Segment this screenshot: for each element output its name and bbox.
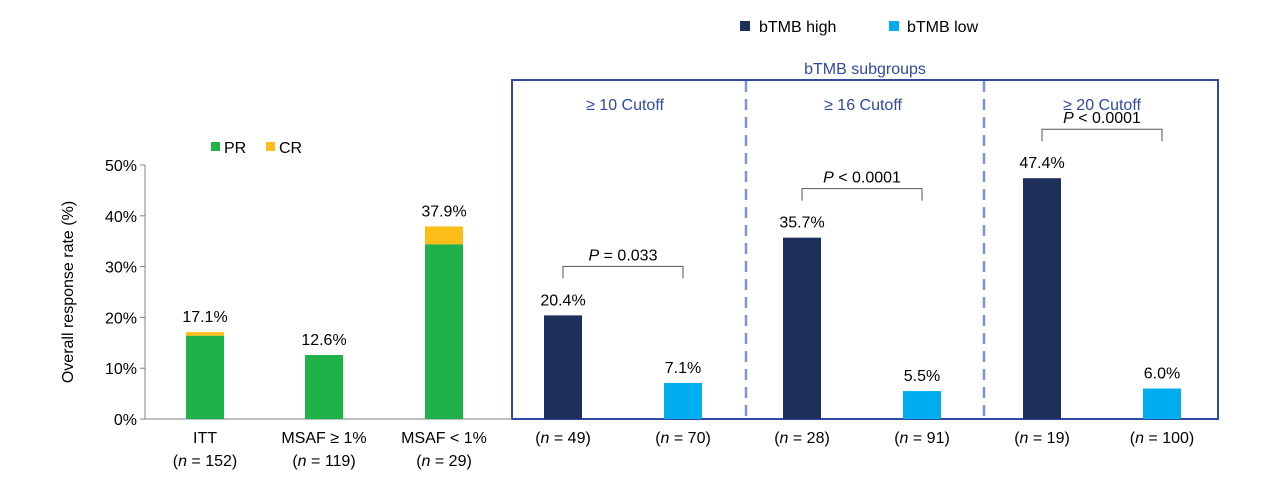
n-label-1: (n = 152) bbox=[173, 453, 238, 470]
legend-label-bTMB-low: bTMB low bbox=[907, 19, 979, 36]
y-tick-label: 30% bbox=[105, 260, 137, 277]
legend-swatch-cr bbox=[266, 142, 275, 151]
significance-bracket-1 bbox=[562, 265, 684, 279]
y-tick-label: 0% bbox=[114, 412, 137, 429]
n-label-3: (n = 29) bbox=[416, 453, 472, 470]
p-value-1: P = 0.033 bbox=[589, 247, 658, 264]
n-label-high-1: (n = 49) bbox=[535, 430, 591, 447]
legend-swatch-bTMB-low bbox=[889, 21, 899, 31]
cutoff-label-3: ≥ 20 Cutoff bbox=[1063, 97, 1141, 114]
data-label-high-2: 35.7% bbox=[779, 215, 824, 232]
bar-cr-3 bbox=[425, 226, 463, 245]
p-value-3: P < 0.0001 bbox=[1063, 110, 1141, 127]
bar-pr-3 bbox=[425, 244, 463, 419]
bar-bTMB-low-2 bbox=[903, 391, 941, 419]
legend-label-cr: CR bbox=[279, 140, 302, 157]
n-label-low-1: (n = 70) bbox=[655, 430, 711, 447]
significance-bracket-3 bbox=[1041, 128, 1163, 142]
n-label-2: (n = 119) bbox=[292, 453, 355, 470]
p-value-2: P < 0.0001 bbox=[823, 170, 901, 187]
bar-bTMB-low-1 bbox=[664, 382, 702, 419]
bar-bTMB-high-1 bbox=[544, 315, 582, 419]
data-label-high-1: 20.4% bbox=[540, 292, 585, 309]
data-label-1: 17.1% bbox=[182, 309, 227, 326]
cutoff-label-1: ≥ 10 Cutoff bbox=[586, 97, 664, 114]
bTMB-subgroups-frame bbox=[511, 79, 1219, 420]
y-tick-label: 50% bbox=[105, 158, 137, 175]
data-label-high-3: 47.4% bbox=[1019, 155, 1064, 172]
data-label-2: 12.6% bbox=[301, 332, 346, 349]
data-label-low-1: 7.1% bbox=[665, 360, 701, 377]
bar-pr-1 bbox=[186, 335, 224, 419]
y-tick-label: 40% bbox=[105, 209, 137, 226]
legend-label-pr: PR bbox=[224, 140, 246, 157]
bar-bTMB-low-3 bbox=[1143, 388, 1181, 419]
legend-swatch-pr bbox=[211, 142, 220, 151]
data-label-3: 37.9% bbox=[421, 203, 466, 220]
n-label-high-3: (n = 19) bbox=[1014, 430, 1070, 447]
y-tick-label: 10% bbox=[105, 361, 137, 378]
legend-swatch-bTMB-high bbox=[740, 21, 750, 31]
bar-cr-1 bbox=[186, 332, 224, 336]
y-axis-title: Overall response rate (%) bbox=[60, 201, 77, 383]
bTMB-subgroups-title: bTMB subgroups bbox=[804, 61, 926, 78]
data-label-low-2: 5.5% bbox=[904, 368, 940, 385]
data-label-low-3: 6.0% bbox=[1144, 366, 1180, 383]
cutoff-label-2: ≥ 16 Cutoff bbox=[824, 97, 902, 114]
category-label-1: ITT bbox=[193, 430, 217, 447]
bar-bTMB-high-2 bbox=[783, 237, 821, 419]
n-label-low-3: (n = 100) bbox=[1130, 430, 1195, 447]
bar-bTMB-high-3 bbox=[1023, 178, 1061, 419]
category-label-3: MSAF < 1% bbox=[401, 430, 487, 447]
category-label-2: MSAF ≥ 1% bbox=[281, 430, 366, 447]
bar-pr-2 bbox=[305, 354, 343, 419]
n-label-high-2: (n = 28) bbox=[774, 430, 830, 447]
significance-bracket-2 bbox=[801, 188, 923, 201]
y-tick-label: 20% bbox=[105, 310, 137, 327]
n-label-low-2: (n = 91) bbox=[894, 430, 950, 447]
legend-label-bTMB-high: bTMB high bbox=[759, 19, 836, 36]
